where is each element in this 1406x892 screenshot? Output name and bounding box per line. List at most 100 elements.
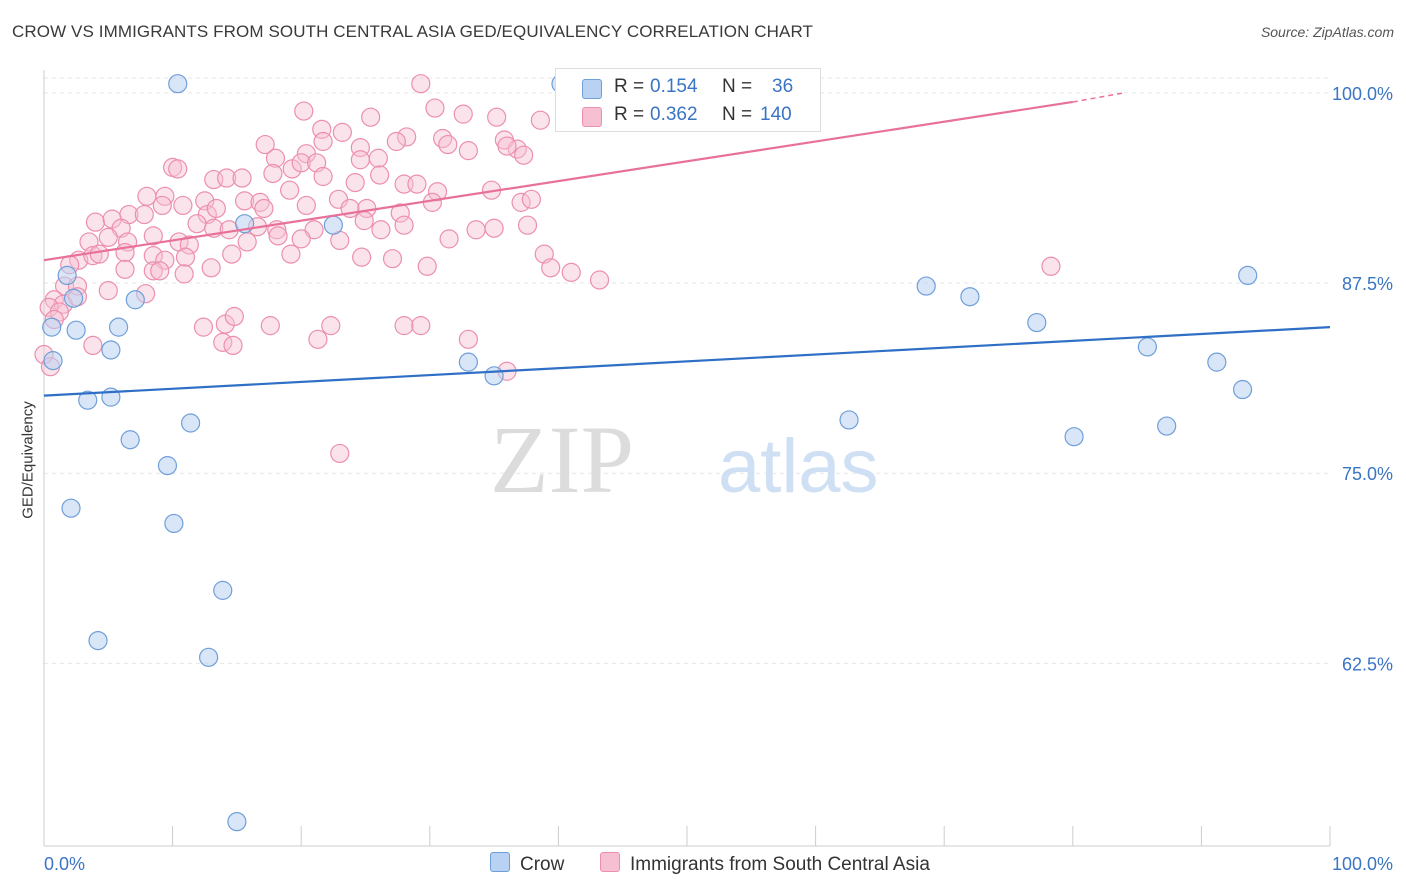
crow-point-31 xyxy=(1232,379,1253,400)
imm-point-136 xyxy=(497,136,517,156)
series-crow-points xyxy=(42,74,1258,832)
imm-point-43 xyxy=(235,191,255,211)
gridlines xyxy=(44,77,1330,664)
watermark: ZIP atlas xyxy=(490,406,879,513)
imm-point-30 xyxy=(217,168,237,188)
y-tick-label-0: 100.0% xyxy=(1332,84,1393,104)
source-label: Source: ZipAtlas.com xyxy=(1260,24,1394,40)
crow-point-6 xyxy=(42,317,62,337)
imm-point-21 xyxy=(265,148,286,168)
crow-point-10 xyxy=(43,351,63,371)
crow-r-label: R = xyxy=(614,76,645,97)
imm-point-72 xyxy=(394,215,414,235)
crow-point-22 xyxy=(213,580,233,600)
imm-point-1 xyxy=(425,98,445,118)
imm-n-value: 140 xyxy=(760,104,792,125)
crow-point-3 xyxy=(57,265,77,286)
imm-point-35 xyxy=(370,165,390,185)
imm-point-107 xyxy=(561,262,581,282)
imm-point-81 xyxy=(179,235,199,255)
imm-point-8 xyxy=(332,122,352,142)
imm-point-11 xyxy=(255,134,275,155)
imm-trend-line xyxy=(43,100,1073,262)
crow-point-23 xyxy=(88,630,108,651)
imm-point-3 xyxy=(487,107,507,127)
crow-n-label: N = xyxy=(722,76,753,97)
imm-point-116 xyxy=(39,297,59,317)
crow-point-21 xyxy=(164,513,184,534)
crow-point-30 xyxy=(1207,352,1227,372)
imm-point-101 xyxy=(115,259,135,279)
crow-point-35 xyxy=(1238,265,1258,286)
imm-point-34 xyxy=(345,172,365,193)
imm-r-value: 0.362 xyxy=(650,104,698,125)
crow-r-value: 0.154 xyxy=(650,76,698,97)
bottom-imm-label: Immigrants from South Central Asia xyxy=(630,854,930,875)
crow-point-4 xyxy=(125,290,145,310)
imm-point-53 xyxy=(173,195,193,216)
imm-point-2 xyxy=(453,104,473,124)
imm-point-10 xyxy=(433,128,453,149)
crow-point-33 xyxy=(1064,427,1084,447)
imm-point-119 xyxy=(193,317,214,337)
imm-point-124 xyxy=(394,316,414,336)
crow-point-8 xyxy=(108,317,129,337)
imm-point-65 xyxy=(187,214,207,234)
watermark-atlas: atlas xyxy=(718,424,879,509)
imm-point-96 xyxy=(352,247,372,267)
imm-point-32 xyxy=(263,163,283,184)
imm-point-31 xyxy=(232,168,252,188)
chart-title: CROW VS IMMIGRANTS FROM SOUTH CENTRAL AS… xyxy=(12,22,814,41)
imm-point-127 xyxy=(223,335,243,356)
crow-point-7 xyxy=(66,320,86,340)
imm-point-9 xyxy=(397,127,417,147)
legend-row-crow: R = 0.154 N = 36 xyxy=(556,73,820,103)
imm-point-28 xyxy=(168,159,188,179)
imm-point-17 xyxy=(458,141,478,161)
crow-point-28 xyxy=(1027,312,1047,333)
imm-point-82 xyxy=(237,232,257,252)
imm-point-122 xyxy=(260,316,280,336)
imm-point-5 xyxy=(294,101,314,121)
crow-point-24 xyxy=(199,647,219,667)
imm-r-label: R = xyxy=(614,104,645,125)
bottom-crow-label: Crow xyxy=(520,854,565,875)
imm-point-95 xyxy=(281,244,301,264)
crow-point-15 xyxy=(78,390,98,410)
imm-point-108 xyxy=(589,270,610,290)
imm-point-134 xyxy=(330,443,350,464)
crow-point-27 xyxy=(960,287,980,307)
imm-point-93 xyxy=(175,247,196,267)
imm-point-0 xyxy=(411,74,431,94)
imm-point-51 xyxy=(134,204,154,225)
crow-point-13 xyxy=(458,352,478,372)
imm-point-71 xyxy=(371,220,391,240)
crow-n-value: 36 xyxy=(772,76,794,97)
imm-n-label: N = xyxy=(722,104,753,125)
imm-point-26 xyxy=(368,148,388,168)
imm-point-7 xyxy=(312,119,332,139)
trend-lines xyxy=(43,92,1331,397)
imm-point-25 xyxy=(350,150,370,170)
imm-point-73 xyxy=(466,220,486,240)
bottom-legend-crow: Crow xyxy=(490,852,564,876)
imm-point-105 xyxy=(201,258,221,278)
y-tick-labels: 100.0% 87.5% 75.0% 62.5% xyxy=(1332,84,1393,675)
crow-point-12 xyxy=(323,215,343,235)
imm-point-89 xyxy=(89,244,109,264)
imm-trend-line-dashed xyxy=(1072,92,1125,103)
crow-point-18 xyxy=(120,430,140,450)
imm-point-86 xyxy=(439,229,459,249)
crow-swatch xyxy=(582,79,602,99)
series-immigrants-points xyxy=(34,74,1061,464)
imm-point-123 xyxy=(321,316,341,336)
bottom-crow-swatch xyxy=(490,852,510,872)
crow-point-25 xyxy=(227,812,247,832)
imm-point-111 xyxy=(98,281,118,301)
imm-point-102 xyxy=(143,261,163,281)
y-tick-label-3: 62.5% xyxy=(1342,654,1393,674)
imm-point-94 xyxy=(222,244,242,264)
crow-point-19 xyxy=(157,456,178,476)
imm-point-37 xyxy=(407,174,427,194)
crow-point-5 xyxy=(63,288,84,308)
